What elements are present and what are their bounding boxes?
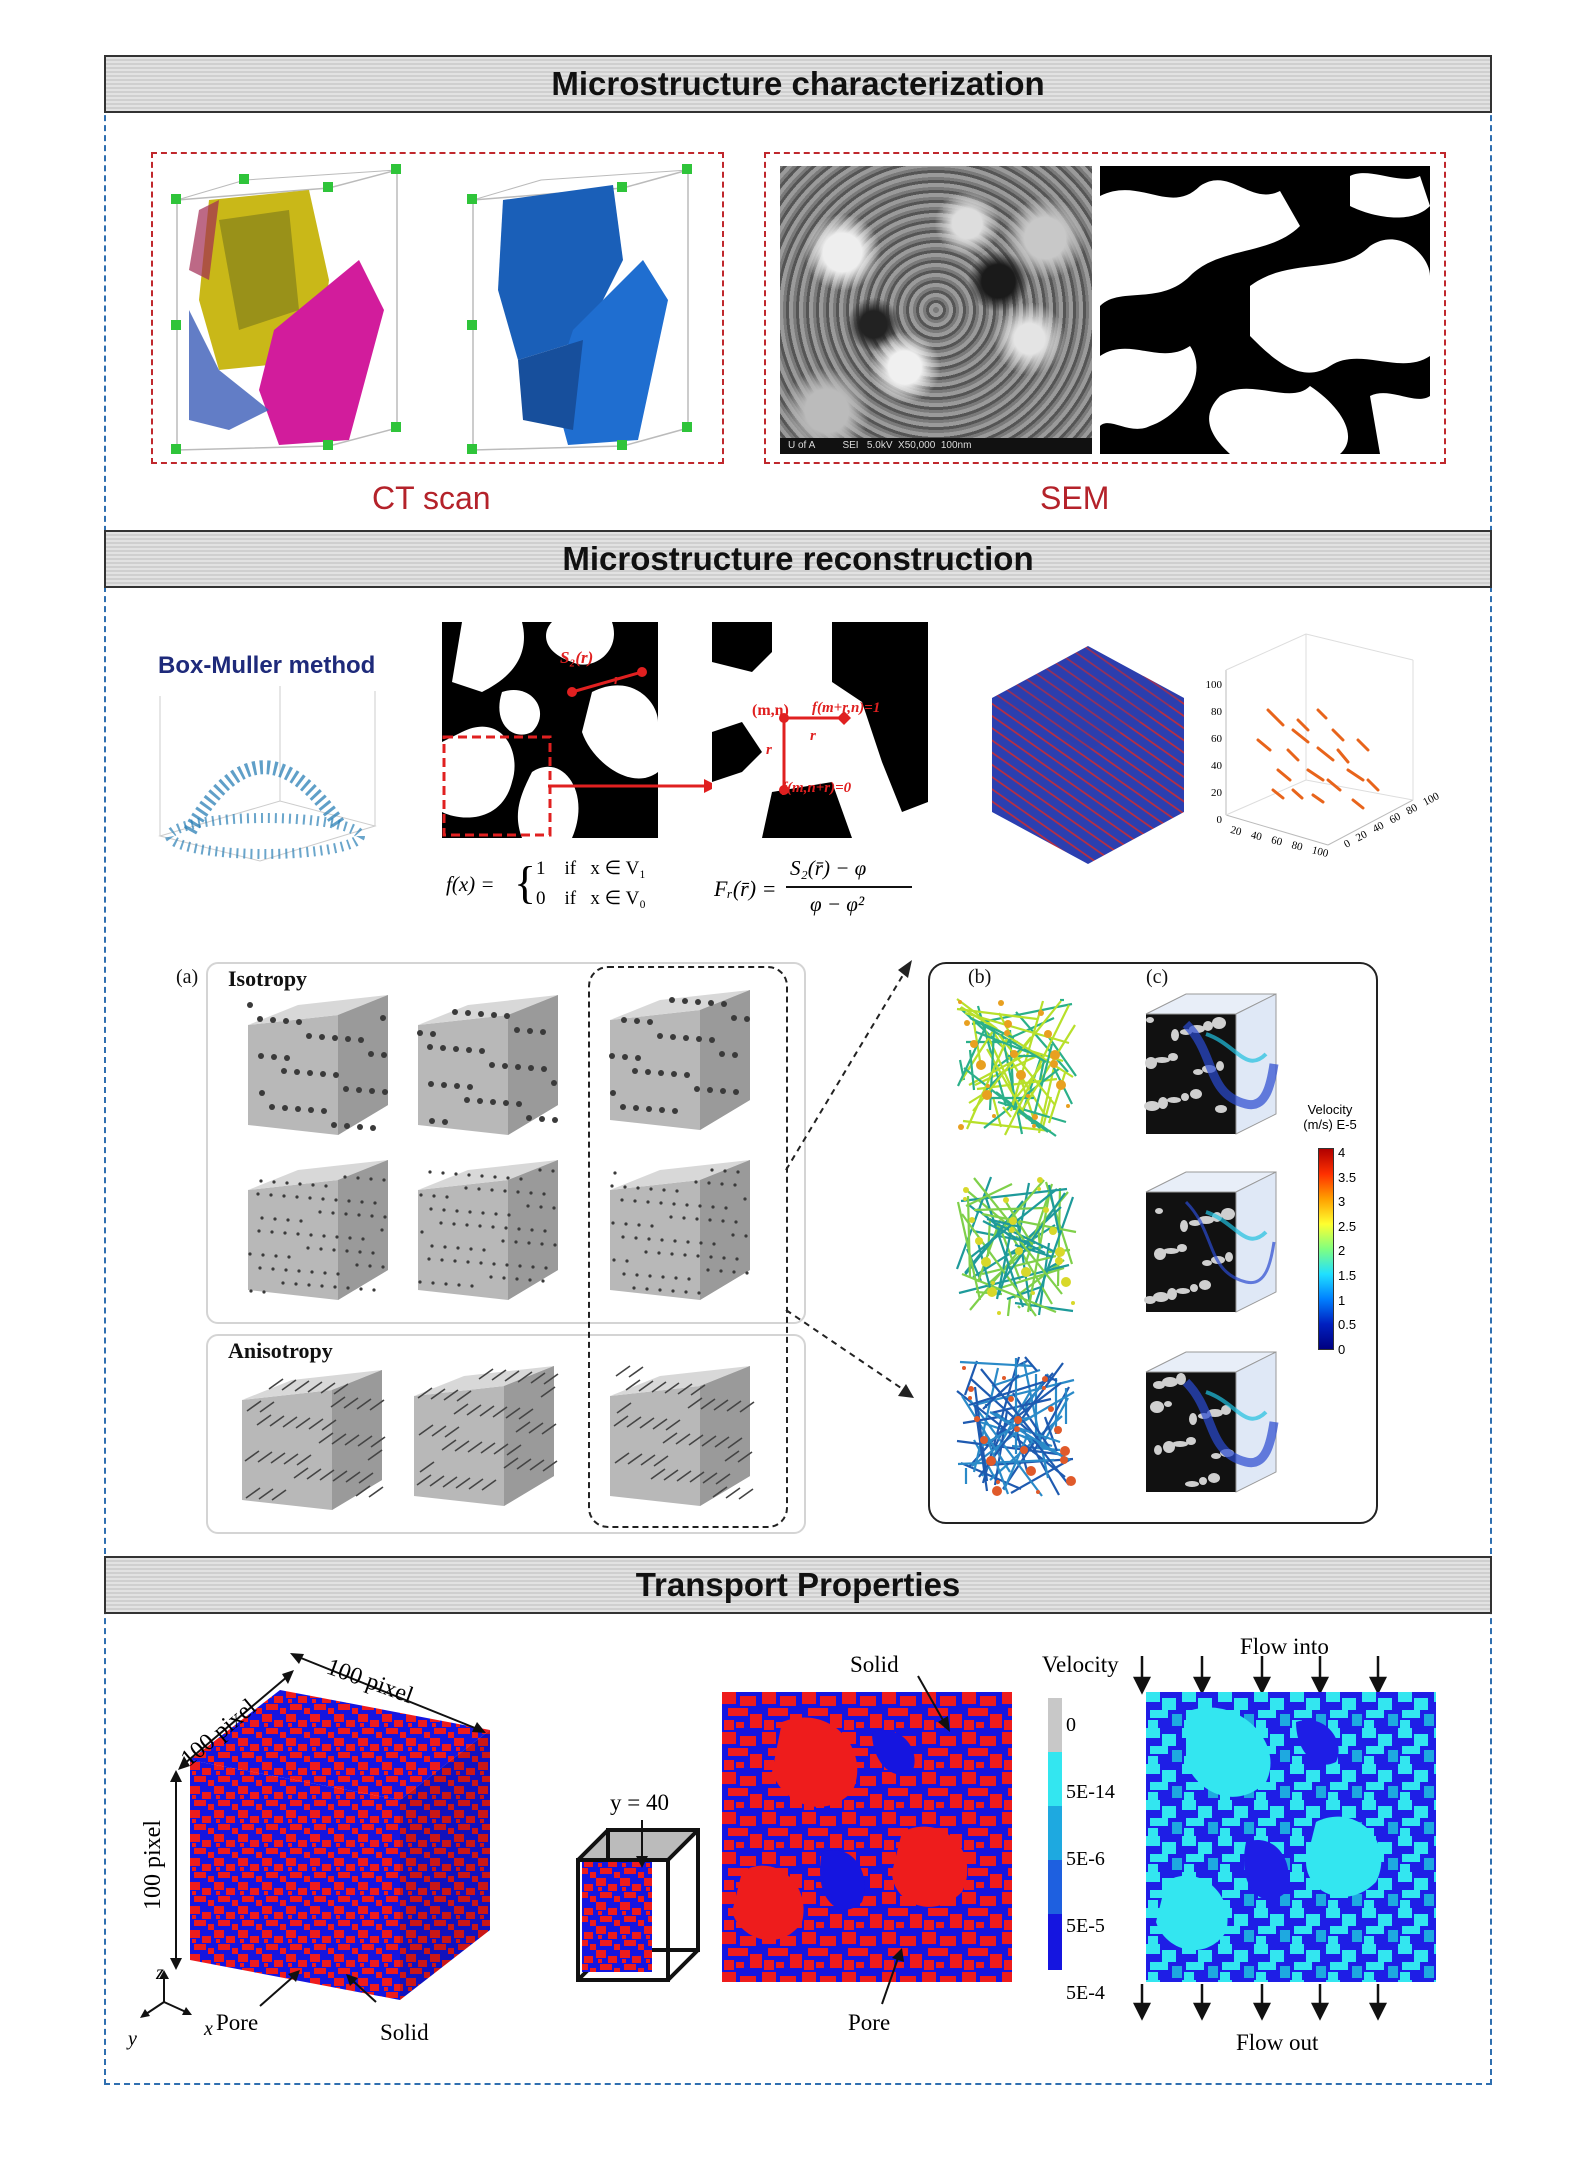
flow-simulation-cube (1145, 1351, 1279, 1493)
velocity-field-map (1146, 1692, 1436, 1982)
label-f-right: f(m+r,n)=1 (812, 700, 881, 716)
isotropy-label: Isotropy (228, 966, 308, 991)
panel-b-label: (b) (968, 966, 992, 988)
scatter-3d-plot (1225, 633, 1414, 846)
solid-label-mid: Solid (850, 1652, 899, 1677)
flow-in-arrows (1132, 1656, 1388, 1695)
ct-cube-pore (467, 164, 692, 454)
anisotropy-box (206, 1334, 806, 1534)
formula-F-numerator: S₂(r̄) − φ (790, 856, 867, 880)
ct-scan-label: CT scan (372, 480, 491, 516)
slice-solid-pore-map (722, 1692, 1012, 1982)
sem-grayscale-image: U of A SEI 5.0kV X50,000 100nm (780, 166, 1092, 454)
dashed-arrows (785, 960, 912, 1171)
dim-arrow-left (178, 1670, 294, 1770)
panel-a-label: (a) (176, 966, 199, 988)
panel-c-label: (c) (1146, 966, 1169, 988)
reconstructed-gray-cube (418, 1160, 558, 1300)
binary-structure-zoom (712, 622, 928, 838)
section-header-characterization: Microstructure characterization (104, 55, 1492, 113)
r-label-left: r (614, 672, 620, 688)
reconstructed-gray-cube (247, 995, 388, 1135)
flow-out-label: Flow out (1236, 2030, 1319, 2055)
formula-F-bar (786, 886, 912, 888)
sem-footer: U of A SEI 5.0kV X50,000 100nm (780, 438, 1092, 454)
dim-label-vertical: 100 pixel (140, 1820, 166, 1910)
pore-label-left: Pore (216, 2010, 259, 2035)
velocity-colorbar-ticks: 4 3.5 3 2.5 2 1.5 1 0.5 0 (1338, 1145, 1357, 1357)
velocity-colorbar-title: Velocity (m/s) E-5 (1303, 1102, 1357, 1132)
axis-triad (140, 1970, 192, 2018)
pore-network-model (955, 1176, 1077, 1317)
pore-label-mid: Pore (848, 2010, 891, 2035)
anisotropy-label: Anisotropy (228, 1338, 333, 1363)
solid-label-left: Solid (380, 2020, 429, 2045)
slice-label: y = 40 (610, 1790, 669, 1815)
network-flow-panel (928, 962, 1378, 1524)
ct-scan-box (151, 152, 724, 464)
sem-box: U of A SEI 5.0kV X50,000 100nm (764, 152, 1446, 464)
label-mn: (m,n) (752, 702, 789, 719)
ct-cube-multiphase (171, 164, 401, 454)
reconstructed-gray-cube (610, 1365, 755, 1506)
pore-network-model (956, 998, 1077, 1137)
flow-in-label: Flow into (1240, 1634, 1329, 1659)
sem-label: SEM (1040, 480, 1110, 516)
box-muller-plot (158, 686, 377, 862)
binary-structure-s2 (442, 622, 658, 838)
formula-f-lhs: f(x) = (446, 872, 495, 896)
formula-F-denominator: φ − φ² (810, 892, 865, 916)
formula-f-brace: { (514, 857, 537, 908)
sem-binary-image (1100, 166, 1430, 454)
velocity-legend-title: Velocity (1042, 1652, 1119, 1677)
velocity-legend-bar (1048, 1698, 1062, 1970)
reconstructed-gray-cube (414, 1366, 559, 1506)
slice-cube-wireframe (576, 1828, 700, 1982)
pore-arrow-mid (881, 1948, 904, 2005)
selected-column-box (588, 966, 788, 1528)
flow-simulation-cube (1144, 1171, 1277, 1313)
pore-solid-arrows (259, 1970, 377, 2007)
formula-F-lhs: Fᵣ(r̄) = (714, 876, 777, 901)
porous-cube-3d (190, 1690, 490, 2000)
zoom-arrow (548, 779, 718, 793)
axis-z-label: z (156, 1962, 164, 1984)
scatter-z-ticks: 100 80 60 40 20 0 (1205, 679, 1223, 826)
label-f-bottom: f(m,n+r)=0 (782, 780, 852, 796)
box-muller-title: Box-Muller method (158, 652, 376, 679)
velocity-colorbar (1318, 1148, 1334, 1350)
reconstructed-gray-cube (609, 990, 750, 1130)
axis-y-label: y (128, 2028, 137, 2050)
dim-arrow-vertical (170, 1770, 182, 1970)
velocity-legend-ticks: 0 5E-14 5E-6 5E-5 5E-4 (1066, 1714, 1115, 2004)
flow-simulation-cube (1144, 993, 1279, 1135)
reconstructed-gray-cube (242, 1370, 386, 1510)
axis-x-label: x (204, 2018, 213, 2040)
solid-arrow-mid (917, 1675, 950, 1732)
formula-f-case1: 1 if x ∈ V₁ (536, 858, 646, 879)
s2-label: S₂(r) (560, 648, 594, 667)
dim-arrow-top (290, 1653, 486, 1733)
dashed-arrow-lower (785, 1309, 914, 1398)
pore-network-model (956, 1356, 1076, 1497)
section-header-transport: Transport Properties (104, 1556, 1492, 1614)
flow-out-arrows (1132, 1984, 1388, 2021)
isotropy-box (206, 962, 806, 1324)
formula-f-case0: 0 if x ∈ V₀ (536, 888, 646, 909)
reconstructed-gray-cube (248, 1160, 388, 1300)
label-r-right: r (810, 728, 816, 744)
reconstructed-cube-hex (992, 646, 1184, 864)
slice-arrow (636, 1820, 648, 1868)
section-header-reconstruction: Microstructure reconstruction (104, 530, 1492, 588)
reconstructed-gray-cube (417, 995, 558, 1135)
label-r-down: r (766, 742, 772, 758)
reconstructed-gray-cube (610, 1160, 750, 1300)
